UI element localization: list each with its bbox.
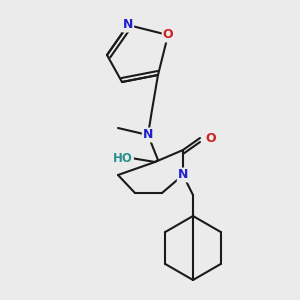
Text: N: N xyxy=(143,128,153,142)
Text: O: O xyxy=(163,28,173,41)
Text: O: O xyxy=(205,131,216,145)
Text: N: N xyxy=(123,19,133,32)
Text: HO: HO xyxy=(113,152,133,164)
Text: N: N xyxy=(178,169,188,182)
